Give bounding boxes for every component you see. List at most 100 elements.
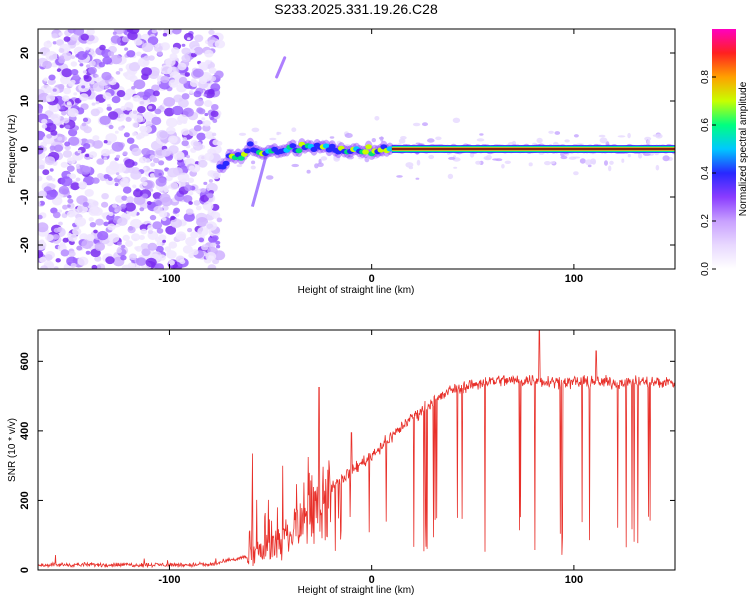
x-tick-label: 100 — [565, 273, 583, 285]
noise-speck — [117, 217, 128, 226]
noise-speck — [149, 214, 157, 221]
faint-speck — [479, 133, 484, 136]
noise-speck — [95, 101, 100, 105]
noise-speck — [89, 80, 95, 85]
noise-speck — [132, 132, 137, 137]
noise-speck — [85, 233, 95, 242]
noise-speck — [44, 156, 56, 166]
noise-speck — [141, 148, 151, 156]
noise-speck — [184, 184, 193, 192]
noise-speck — [142, 94, 149, 100]
noise-speck — [142, 181, 148, 187]
noise-speck — [158, 210, 168, 218]
noise-speck — [57, 136, 63, 141]
noise-speck — [82, 201, 89, 207]
faint-speck — [251, 127, 260, 133]
faint-speck — [427, 138, 435, 143]
noise-speck — [195, 141, 202, 147]
noise-speck — [102, 92, 112, 100]
faint-speck — [647, 139, 651, 146]
noise-speck — [123, 132, 130, 138]
noise-speck — [46, 133, 52, 139]
noise-speck — [52, 234, 60, 240]
signal-core — [246, 141, 254, 147]
noise-speck — [208, 67, 217, 74]
faint-speck — [435, 136, 442, 141]
noise-speck — [194, 98, 204, 107]
noise-speck — [90, 48, 95, 52]
noise-speck — [66, 157, 76, 165]
noise-speck — [210, 242, 216, 248]
noise-speck — [125, 240, 133, 247]
noise-speck — [118, 126, 124, 131]
noise-speck — [108, 211, 114, 217]
noise-speck — [62, 189, 69, 195]
noise-speck — [164, 107, 175, 117]
noise-speck — [110, 35, 121, 44]
noise-speck — [181, 43, 186, 47]
faint-speck — [415, 177, 420, 180]
noise-speck — [168, 259, 175, 266]
faint-speck — [250, 165, 256, 170]
faint-speck — [251, 160, 256, 165]
noise-speck — [144, 158, 151, 164]
noise-speck — [50, 113, 61, 123]
faint-speck — [576, 143, 585, 146]
noise-speck — [179, 259, 186, 265]
noise-speck — [88, 66, 97, 75]
noise-speck — [198, 237, 205, 243]
noise-speck — [93, 229, 98, 234]
noise-speck — [195, 205, 202, 211]
noise-speck — [171, 47, 180, 55]
noise-speck — [198, 159, 208, 168]
noise-speck — [166, 126, 176, 135]
noise-speck — [185, 182, 190, 186]
noise-speck — [105, 165, 118, 175]
noise-speck — [213, 250, 226, 261]
noise-speck — [112, 31, 117, 35]
noise-speck — [165, 57, 176, 67]
noise-speck — [67, 108, 79, 118]
faint-speck — [652, 134, 659, 137]
faint-speck — [662, 155, 670, 162]
noise-speck — [86, 29, 95, 36]
noise-speck — [161, 148, 172, 157]
noise-speck — [134, 246, 139, 250]
noise-speck — [60, 106, 66, 110]
noise-speck — [182, 221, 187, 226]
noise-speck — [147, 229, 154, 235]
faint-speck — [333, 155, 341, 162]
noise-speck — [162, 32, 168, 37]
noise-speck — [58, 32, 63, 36]
noise-speck — [83, 143, 91, 149]
noise-speck — [53, 227, 60, 233]
noise-speck — [61, 111, 67, 116]
noise-speck — [153, 157, 160, 164]
faint-speck — [314, 163, 319, 169]
noise-speck — [143, 55, 151, 61]
noise-speck — [108, 111, 119, 120]
noise-speck — [115, 163, 127, 173]
x-tick-label: -100 — [158, 574, 180, 586]
noise-speck — [182, 245, 193, 254]
noise-speck — [58, 57, 66, 64]
faint-speck — [254, 140, 258, 145]
noise-speck — [187, 37, 191, 41]
noise-speck — [60, 249, 70, 257]
noise-speck — [210, 116, 215, 121]
faint-speck — [270, 144, 276, 148]
noise-speck — [141, 248, 151, 257]
noise-speck — [160, 75, 170, 84]
noise-speck — [81, 85, 86, 89]
noise-speck — [127, 226, 136, 234]
noise-speck — [183, 212, 195, 222]
noise-speck — [185, 208, 194, 215]
noise-speck — [150, 162, 156, 167]
noise-speck — [92, 177, 100, 184]
noise-speck — [169, 182, 179, 191]
noise-speck — [143, 111, 154, 121]
noise-speck — [204, 49, 214, 58]
faint-speck — [568, 156, 577, 160]
noise-speck — [60, 176, 73, 187]
